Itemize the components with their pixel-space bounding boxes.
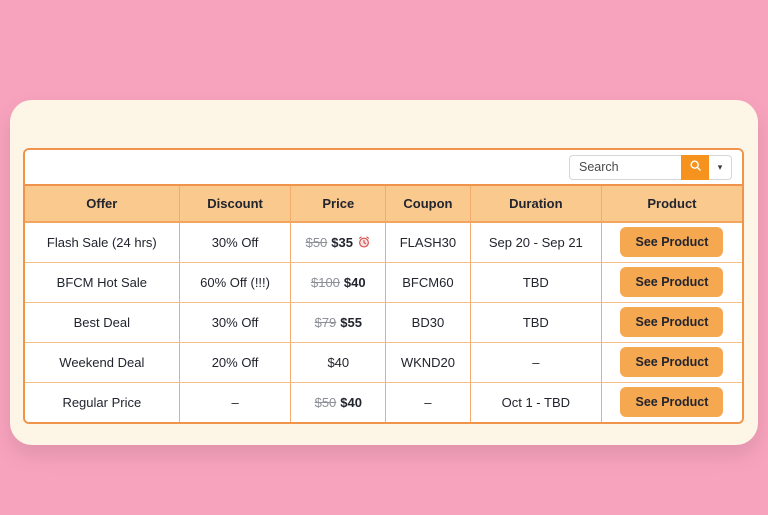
- duration-cell: –: [469, 342, 602, 383]
- price-cell: $79 $55: [290, 302, 386, 343]
- old-price: $50: [314, 394, 337, 410]
- offer-cell: BFCM Hot Sale: [25, 262, 180, 303]
- product-cell: See Product: [600, 342, 742, 383]
- column-header-coupon: Coupon: [385, 186, 471, 223]
- product-cell: See Product: [600, 382, 742, 422]
- price-cell: $50 $35: [290, 222, 386, 263]
- table-row: Weekend Deal 20% Off $40 WKND20 – See Pr…: [25, 342, 742, 383]
- current-price: $40: [343, 274, 366, 290]
- table-row: Best Deal 30% Off $79 $55 BD30 TBD See P…: [25, 302, 742, 343]
- coupon-cell: BFCM60: [385, 262, 471, 303]
- discount-cell: 30% Off: [178, 302, 291, 343]
- discount-cell: 60% Off (!!!): [178, 262, 291, 303]
- search-options-dropdown[interactable]: ▾: [709, 154, 732, 180]
- coupon-cell: FLASH30: [385, 222, 471, 263]
- offer-cell: Weekend Deal: [25, 342, 180, 383]
- discount-cell: –: [178, 382, 291, 422]
- product-cell: See Product: [600, 222, 742, 263]
- old-price: $79: [314, 314, 337, 330]
- duration-cell: Oct 1 - TBD: [469, 382, 602, 422]
- price-cell: $50 $40: [290, 382, 386, 422]
- discount-cell: 20% Off: [178, 342, 291, 383]
- see-product-button[interactable]: See Product: [620, 267, 724, 297]
- coupon-cell: BD30: [385, 302, 471, 343]
- offer-cell: Regular Price: [25, 382, 180, 422]
- column-header-discount: Discount: [178, 186, 291, 223]
- current-price: $40: [340, 394, 362, 410]
- see-product-button[interactable]: See Product: [620, 227, 724, 258]
- current-price: $35: [331, 234, 353, 250]
- offer-cell: Flash Sale (24 hrs): [25, 222, 180, 263]
- table-toolbar: ▾: [25, 150, 742, 186]
- column-header-offer: Offer: [25, 186, 180, 223]
- current-price: $40: [327, 354, 350, 370]
- table-row: BFCM Hot Sale 60% Off (!!!) $100 $40 BFC…: [25, 262, 742, 303]
- product-cell: See Product: [600, 302, 742, 343]
- search-input[interactable]: [569, 154, 681, 180]
- discount-cell: 30% Off: [178, 222, 291, 263]
- coupon-cell: WKND20: [385, 342, 471, 383]
- current-price: $55: [340, 314, 362, 330]
- see-product-button[interactable]: See Product: [620, 387, 724, 418]
- duration-cell: TBD: [469, 302, 602, 343]
- column-header-price: Price: [290, 186, 386, 223]
- table-row: Regular Price – $50 $40 – Oct 1 - TBD Se…: [25, 382, 742, 422]
- alarm-clock-icon: [357, 235, 371, 249]
- duration-cell: TBD: [469, 262, 602, 303]
- column-header-duration: Duration: [469, 186, 602, 223]
- search-button[interactable]: [681, 154, 709, 180]
- old-price: $50: [305, 234, 328, 250]
- price-cell: $40: [290, 342, 386, 383]
- price-cell: $100 $40: [290, 262, 386, 303]
- caret-down-icon: ▾: [717, 161, 723, 172]
- content-card: ▾ Offer Discount Price Coupon Duration P…: [10, 100, 758, 445]
- coupon-cell: –: [385, 382, 471, 422]
- product-cell: See Product: [600, 262, 742, 303]
- duration-cell: Sep 20 - Sep 21: [469, 222, 602, 263]
- search-icon: [689, 159, 702, 175]
- search-group: ▾: [569, 154, 732, 180]
- offer-cell: Best Deal: [25, 302, 180, 343]
- table-row: Flash Sale (24 hrs) 30% Off $50 $35: [25, 222, 742, 263]
- deals-table: Offer Discount Price Coupon Duration Pro…: [25, 186, 742, 422]
- column-header-product: Product: [600, 186, 742, 223]
- table-header-row: Offer Discount Price Coupon Duration Pro…: [25, 186, 742, 223]
- see-product-button[interactable]: See Product: [620, 307, 724, 337]
- deals-table-panel: ▾ Offer Discount Price Coupon Duration P…: [23, 148, 744, 424]
- old-price: $100: [310, 274, 340, 290]
- see-product-button[interactable]: See Product: [620, 347, 724, 377]
